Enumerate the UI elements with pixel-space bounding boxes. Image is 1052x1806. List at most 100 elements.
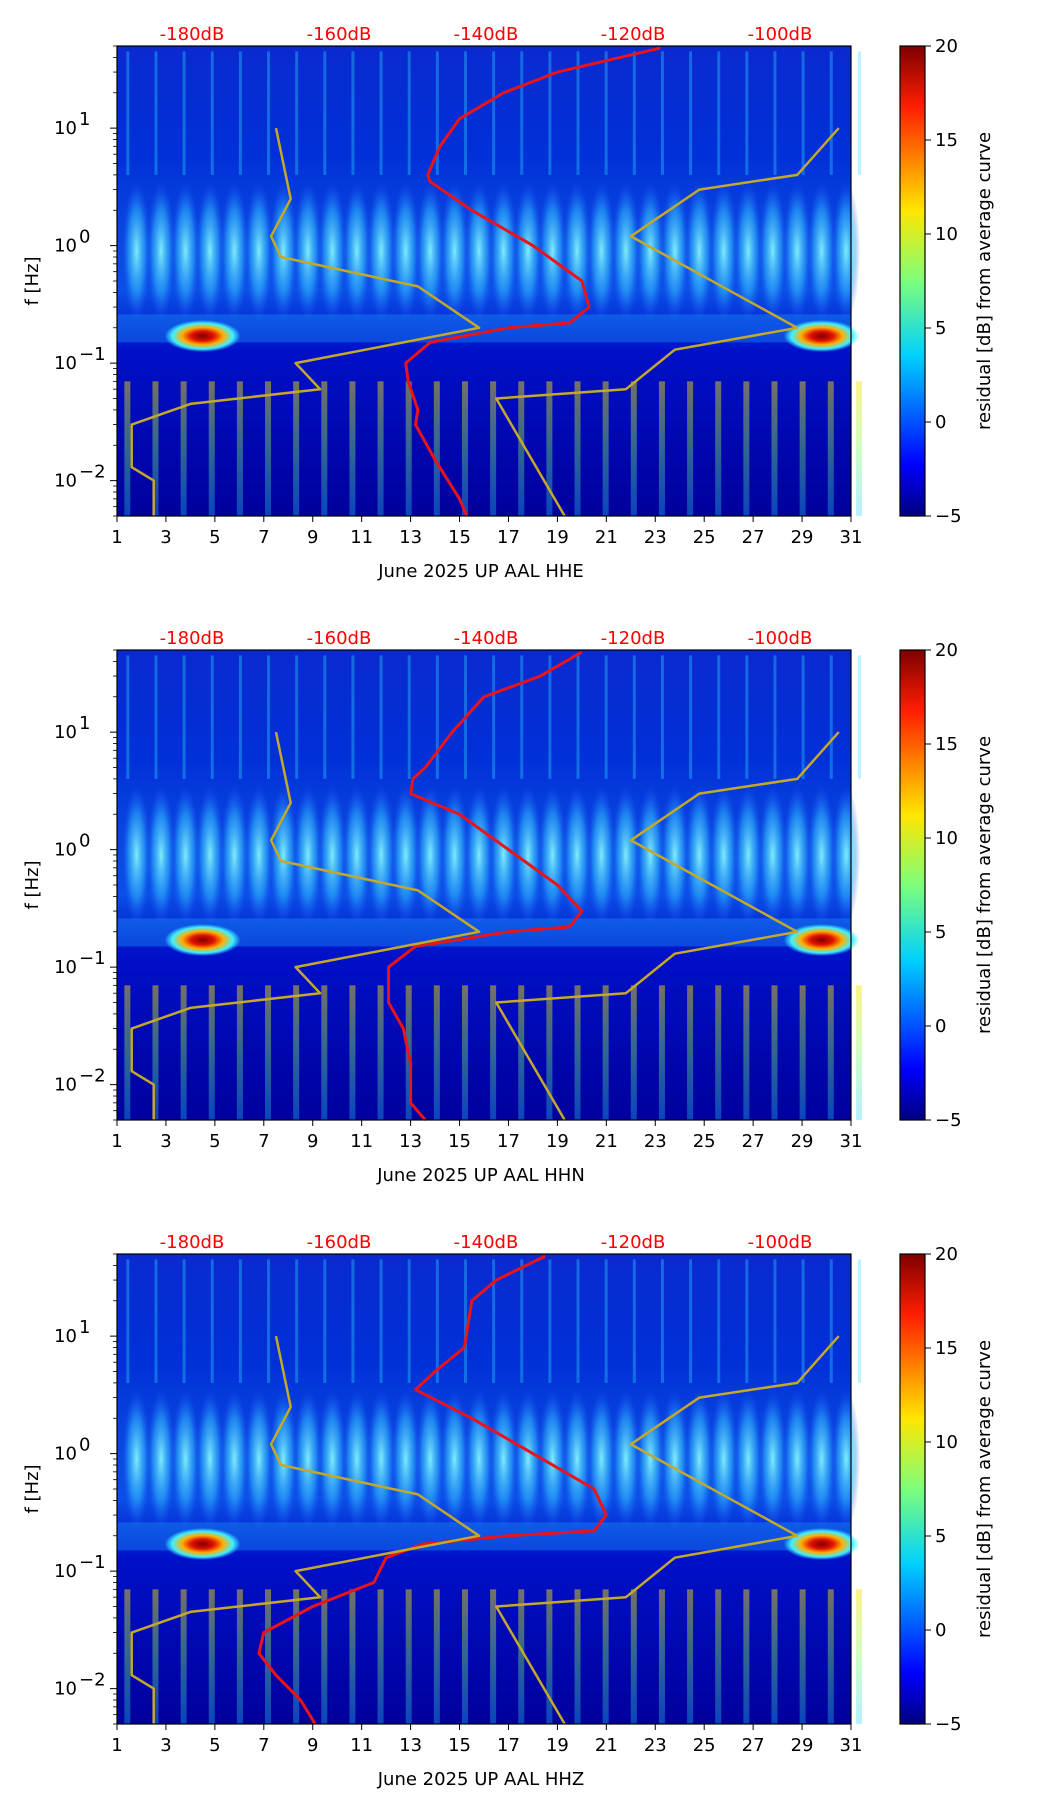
noise-stripe <box>520 51 524 175</box>
diurnal-plume <box>171 181 200 322</box>
x-axis-label: June 2025 UP AAL HHE <box>377 561 584 582</box>
y-tick-exponent: −2 <box>79 1670 106 1691</box>
noise-stripe <box>604 1259 608 1383</box>
diurnal-plume <box>636 1389 665 1530</box>
noise-stripe <box>574 381 581 516</box>
diurnal-plume <box>832 181 861 322</box>
noise-stripe <box>632 51 636 175</box>
hot-spot <box>783 320 860 353</box>
noise-stripe <box>602 1589 609 1724</box>
diurnal-plume <box>636 181 665 322</box>
y-tick-label: 10 <box>54 118 77 139</box>
noise-model-curve <box>494 127 840 517</box>
colorbar-border <box>899 1253 926 1725</box>
noise-stripe <box>604 655 608 779</box>
hot-spot <box>164 924 241 957</box>
hot-spot <box>783 1528 860 1561</box>
noise-stripe <box>660 51 664 175</box>
noise-stripe <box>773 655 777 779</box>
noise-stripe <box>717 655 721 779</box>
x-tick-label: 3 <box>160 1735 171 1756</box>
noise-stripe <box>152 381 159 516</box>
noise-stripe <box>773 51 777 175</box>
colorbar-gradient <box>900 1254 925 1724</box>
noise-stripe <box>377 985 384 1120</box>
psd-average-curve <box>387 650 584 1121</box>
noise-stripe <box>208 985 215 1120</box>
x-tick-label: 5 <box>209 1131 220 1152</box>
noise-stripe <box>321 381 328 516</box>
db-label: -120dB <box>601 628 666 649</box>
diurnal-plume <box>465 181 494 322</box>
diurnal-plume <box>147 181 176 322</box>
noise-stripe <box>630 381 637 516</box>
noise-stripe <box>630 985 637 1120</box>
x-tick-label: 29 <box>791 1131 814 1152</box>
noise-stripe <box>717 1259 721 1383</box>
noise-stripe <box>548 51 552 175</box>
diurnal-plume <box>440 785 469 926</box>
noise-stripe <box>321 985 328 1120</box>
diurnal-plume <box>587 1389 616 1530</box>
colorbar-tick-label: −5 <box>935 506 962 527</box>
noise-stripe <box>660 1259 664 1383</box>
noise-stripe <box>801 51 805 175</box>
x-tick-label: 21 <box>595 1735 618 1756</box>
colorbar-tick-label: 10 <box>935 1432 958 1453</box>
noise-stripe <box>490 381 497 516</box>
diurnal-plume <box>758 785 787 926</box>
noise-stripe <box>154 1259 158 1383</box>
noise-stripe <box>827 381 834 516</box>
noise-stripe <box>433 1589 440 1724</box>
x-tick-label: 21 <box>595 1131 618 1152</box>
diurnal-plume <box>391 1389 420 1530</box>
x-tick-label: 9 <box>307 1735 318 1756</box>
noise-stripe <box>461 381 468 516</box>
x-tick-label: 11 <box>350 1735 373 1756</box>
y-tick-label: 10 <box>54 1075 77 1096</box>
diurnal-plume <box>709 181 738 322</box>
noise-stripe <box>154 51 158 175</box>
x-axis-label: June 2025 UP AAL HHN <box>376 1165 585 1186</box>
noise-stripe <box>124 381 131 516</box>
noise-model-curve <box>494 731 840 1121</box>
colorbar-tick-label: 0 <box>935 412 946 433</box>
db-label: -160dB <box>307 24 372 45</box>
diurnal-plume <box>465 1389 494 1530</box>
diurnal-plume <box>807 181 836 322</box>
diurnal-plume <box>440 1389 469 1530</box>
noise-stripe <box>745 51 749 175</box>
noise-stripe <box>293 381 300 516</box>
noise-stripe <box>518 1589 525 1724</box>
x-tick-label: 29 <box>791 1735 814 1756</box>
y-tick-label: 10 <box>54 471 77 492</box>
noise-stripe <box>630 1589 637 1724</box>
diurnal-plume <box>171 785 200 926</box>
diurnal-plume <box>342 1389 371 1530</box>
diurnal-plume <box>660 1389 689 1530</box>
noise-stripe <box>546 381 553 516</box>
colorbar-border <box>899 649 926 1121</box>
diurnal-plume <box>685 181 714 322</box>
noise-stripe <box>238 655 242 779</box>
diurnal-plume <box>391 785 420 926</box>
db-label: -180dB <box>160 24 225 45</box>
db-label: -160dB <box>307 628 372 649</box>
diurnal-plume <box>832 1389 861 1530</box>
noise-stripe <box>379 655 383 779</box>
y-tick-exponent: 1 <box>79 713 90 734</box>
noise-model-curve <box>130 731 481 1120</box>
noise-stripe <box>717 51 721 175</box>
x-tick-label: 23 <box>644 1131 667 1152</box>
noise-stripe <box>490 985 497 1120</box>
noise-stripe <box>182 1259 186 1383</box>
diurnal-plume <box>195 1389 224 1530</box>
noise-stripe <box>687 1589 694 1724</box>
x-tick-label: 3 <box>160 1131 171 1152</box>
diurnal-plume <box>660 785 689 926</box>
noise-stripe <box>407 1259 411 1383</box>
diurnal-plume <box>147 785 176 926</box>
